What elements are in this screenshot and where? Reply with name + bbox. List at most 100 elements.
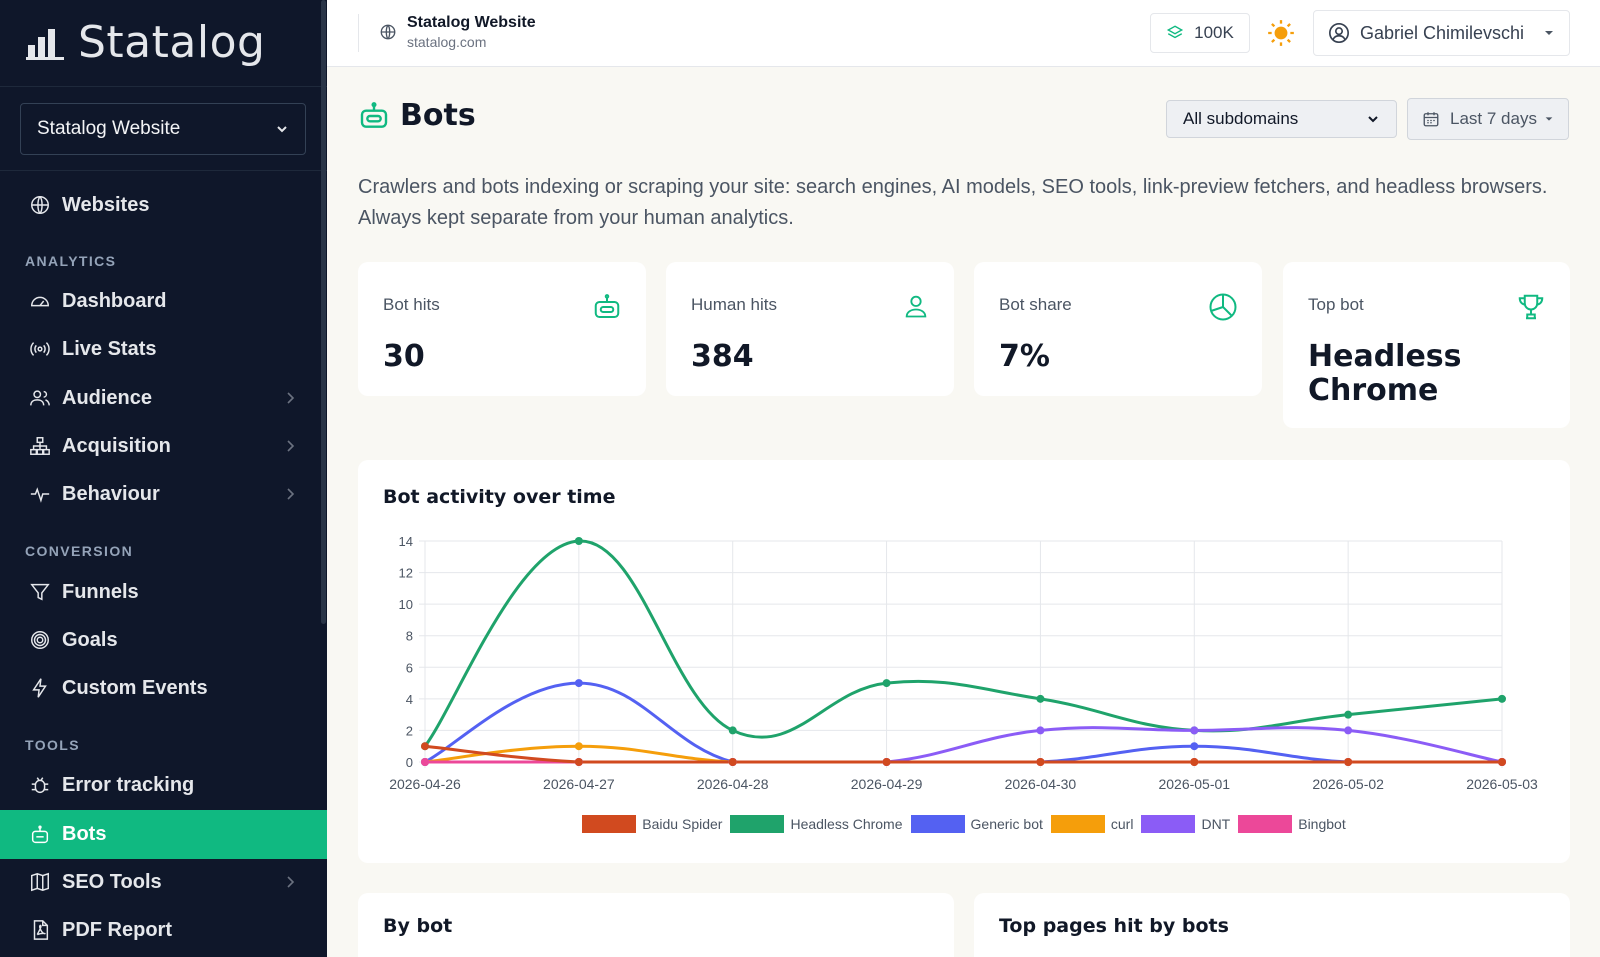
- date-range-button[interactable]: Last 7 days: [1407, 98, 1569, 140]
- data-point[interactable]: [1190, 726, 1199, 735]
- globe-icon: [31, 196, 49, 214]
- data-point[interactable]: [1190, 742, 1199, 751]
- x-tick-label: 2026-04-28: [697, 776, 769, 792]
- chevron-right-icon: [287, 440, 295, 452]
- legend-item[interactable]: Baidu Spider: [582, 815, 722, 833]
- stat-label: Bot share: [999, 295, 1072, 314]
- legend-item[interactable]: curl: [1050, 815, 1133, 833]
- sidebar-item-error-tracking[interactable]: Error tracking: [0, 761, 327, 809]
- sidebar-item-label: Audience: [62, 386, 153, 409]
- y-tick-label: 6: [406, 660, 413, 675]
- logo[interactable]: Statalog: [26, 14, 265, 70]
- data-point[interactable]: [421, 758, 429, 766]
- sidebar-item-goals[interactable]: Goals: [0, 616, 327, 664]
- website-selector-label: Statalog Website: [37, 118, 181, 139]
- divider: [0, 170, 327, 171]
- y-tick-label: 0: [406, 755, 413, 770]
- current-site: Statalog Website statalog.com: [379, 14, 536, 50]
- sidebar-item-websites[interactable]: Websites: [0, 181, 327, 229]
- data-point[interactable]: [882, 758, 891, 766]
- legend-item[interactable]: DNT: [1141, 815, 1230, 833]
- website-selector[interactable]: Statalog Website: [20, 103, 306, 155]
- data-point[interactable]: [1344, 710, 1353, 719]
- plan-usage-badge[interactable]: 100K: [1150, 13, 1250, 53]
- sidebar-item-seo-tools[interactable]: SEO Tools: [0, 858, 327, 906]
- data-point[interactable]: [421, 742, 429, 751]
- data-point[interactable]: [1344, 726, 1353, 735]
- sidebar-item-custom-events[interactable]: Custom Events: [0, 664, 327, 712]
- caret-down-icon: [1545, 31, 1553, 35]
- data-point[interactable]: [574, 537, 583, 545]
- data-point[interactable]: [728, 758, 737, 766]
- sidebar-item-behaviour[interactable]: Behaviour: [0, 470, 327, 518]
- card-title: By bot: [383, 915, 453, 937]
- robot-icon: [31, 825, 49, 843]
- activity-icon: [30, 487, 50, 503]
- series-line-generic-bot: [424, 681, 1502, 764]
- x-tick-label: 2026-05-03: [1466, 776, 1538, 792]
- topbar: Statalog Website statalog.com 100K Gabri…: [327, 0, 1600, 67]
- legend-item[interactable]: Bingbot: [1238, 815, 1346, 833]
- site-domain: statalog.com: [407, 34, 487, 50]
- sidebar-item-acquisition[interactable]: Acquisition: [0, 422, 327, 470]
- chart-title: Bot activity over time: [383, 486, 616, 508]
- caret-down-icon: [1545, 117, 1553, 121]
- target-icon: [31, 631, 49, 649]
- data-point[interactable]: [1498, 694, 1506, 703]
- data-point[interactable]: [1036, 694, 1045, 703]
- sidebar-item-bots[interactable]: Bots: [0, 810, 327, 859]
- pdf-file-icon: [33, 920, 49, 940]
- x-tick-label: 2026-05-01: [1158, 776, 1230, 792]
- y-tick-label: 2: [406, 723, 413, 738]
- series-line-curl: [424, 744, 1502, 764]
- series-line-headless-chrome: [423, 539, 1503, 748]
- gauge-icon: [31, 296, 49, 307]
- stat-card-bot-share: Bot share 7%: [974, 262, 1262, 396]
- data-point[interactable]: [1344, 758, 1353, 766]
- data-point[interactable]: [574, 758, 583, 766]
- legend-swatch: [582, 815, 637, 833]
- app-name: Statalog: [78, 16, 266, 68]
- nav-section-analytics: ANALYTICS: [25, 253, 117, 269]
- sidebar-item-audience[interactable]: Audience: [0, 374, 327, 422]
- layers-icon: [1167, 25, 1184, 39]
- stat-label: Top bot: [1308, 295, 1364, 314]
- card-title: Top pages hit by bots: [999, 915, 1229, 937]
- sidebar-item-label: Custom Events: [62, 676, 208, 699]
- data-point[interactable]: [1190, 758, 1199, 766]
- y-tick-label: 10: [399, 597, 413, 612]
- x-tick-label: 2026-04-29: [851, 776, 923, 792]
- sun-icon[interactable]: [1267, 19, 1295, 47]
- sitemap-icon: [30, 437, 50, 455]
- stat-card-human-hits: Human hits 384: [666, 262, 954, 396]
- data-point[interactable]: [574, 679, 583, 688]
- sidebar-item-dashboard[interactable]: Dashboard: [0, 277, 327, 325]
- data-point[interactable]: [1498, 758, 1506, 766]
- legend-item[interactable]: Headless Chrome: [730, 815, 903, 833]
- legend-swatch: [1141, 815, 1196, 833]
- series-line-baidu-spider: [424, 744, 1502, 764]
- user-circle-icon: [1329, 23, 1349, 43]
- stat-label: Bot hits: [383, 295, 440, 314]
- data-point[interactable]: [1036, 726, 1045, 735]
- legend-item[interactable]: Generic bot: [910, 815, 1043, 833]
- calendar-icon: [1423, 112, 1439, 127]
- data-point[interactable]: [882, 679, 891, 688]
- bug-icon: [31, 777, 49, 794]
- broadcast-icon: [30, 342, 50, 356]
- user-menu-button[interactable]: Gabriel Chimilevschi: [1313, 10, 1570, 56]
- data-point[interactable]: [1036, 758, 1045, 766]
- sidebar-item-live-stats[interactable]: Live Stats: [0, 325, 327, 373]
- data-point[interactable]: [728, 726, 737, 735]
- bot-activity-card: Bot activity over time 0 2 4 6 8 10 12 14 2026-0…: [358, 460, 1570, 863]
- sidebar-scrollbar[interactable]: [321, 0, 326, 624]
- data-point[interactable]: [574, 742, 583, 751]
- sidebar-item-funnels[interactable]: Funnels: [0, 568, 327, 616]
- bot-activity-chart: 0 2 4 6 8 10 12 14 2026-04-26 2026-04-27 2026-04-2…: [389, 534, 1538, 792]
- subdomain-select[interactable]: All subdomains: [1166, 100, 1397, 138]
- sidebar-item-pdf-report[interactable]: PDF Report: [0, 906, 327, 954]
- chart-legend: Baidu Spider Headless Chrome Generic bot cu…: [358, 815, 1570, 833]
- legend-swatch: [1238, 815, 1293, 833]
- plan-limit: 100K: [1194, 23, 1234, 42]
- globe-icon: [380, 24, 396, 40]
